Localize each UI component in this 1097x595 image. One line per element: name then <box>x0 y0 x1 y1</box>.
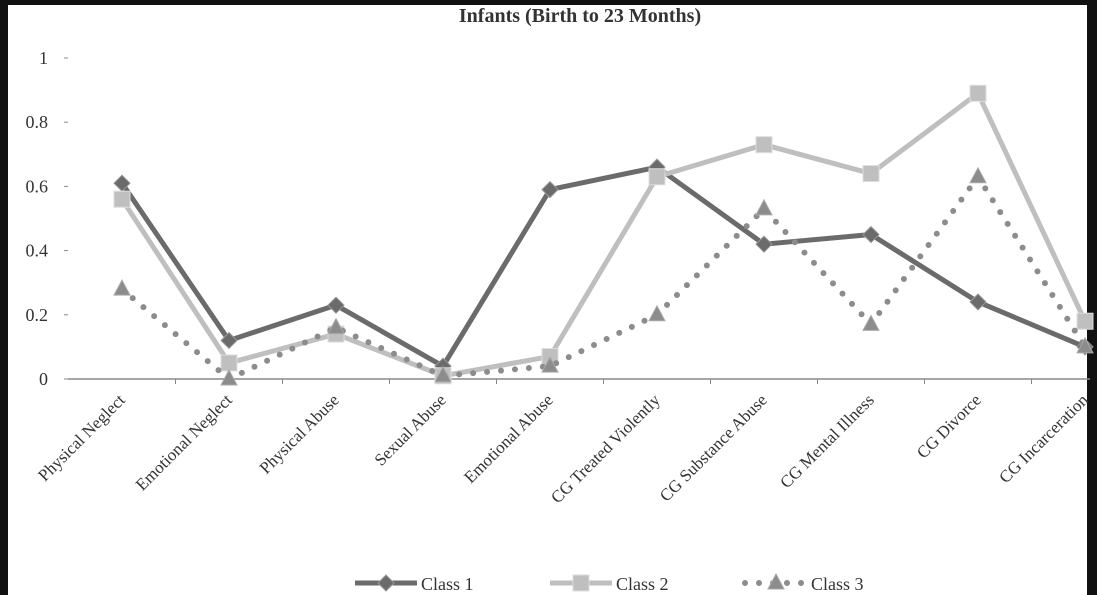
marker <box>220 368 238 386</box>
chart-title: Infants (Birth to 23 Months) <box>459 5 701 27</box>
marker <box>755 136 773 154</box>
marker <box>767 572 785 590</box>
y-tick-label: 0.2 <box>26 305 49 325</box>
marker <box>541 356 559 373</box>
marker <box>220 354 238 372</box>
marker <box>969 166 987 184</box>
y-tick-label: 0.6 <box>26 176 49 196</box>
marker <box>648 168 666 186</box>
marker <box>327 317 345 335</box>
y-tick-label: 0.8 <box>26 112 49 132</box>
chart-background <box>8 5 1087 595</box>
marker <box>434 365 452 383</box>
y-tick-label: 0 <box>39 369 48 389</box>
marker <box>648 304 666 322</box>
marker <box>862 225 880 244</box>
marker <box>969 84 987 102</box>
marker <box>862 165 880 183</box>
marker <box>1076 312 1094 330</box>
marker <box>1076 336 1094 354</box>
marker <box>572 574 590 592</box>
marker <box>755 198 773 216</box>
marker <box>327 296 345 314</box>
marker <box>113 190 131 208</box>
legend-label: Class 3 <box>811 574 864 594</box>
y-tick-label: 1 <box>39 48 48 68</box>
series <box>113 166 1094 386</box>
marker <box>541 180 559 199</box>
series-line <box>119 90 1088 379</box>
marker <box>969 293 987 311</box>
marker <box>220 331 238 350</box>
legend-label: Class 1 <box>421 574 474 594</box>
marker <box>862 314 880 331</box>
marker <box>377 574 395 592</box>
marker <box>113 279 131 296</box>
y-tick-label: 0.4 <box>26 241 49 261</box>
marker <box>755 235 773 253</box>
legend-label: Class 2 <box>616 574 669 594</box>
series-line <box>119 164 1086 369</box>
